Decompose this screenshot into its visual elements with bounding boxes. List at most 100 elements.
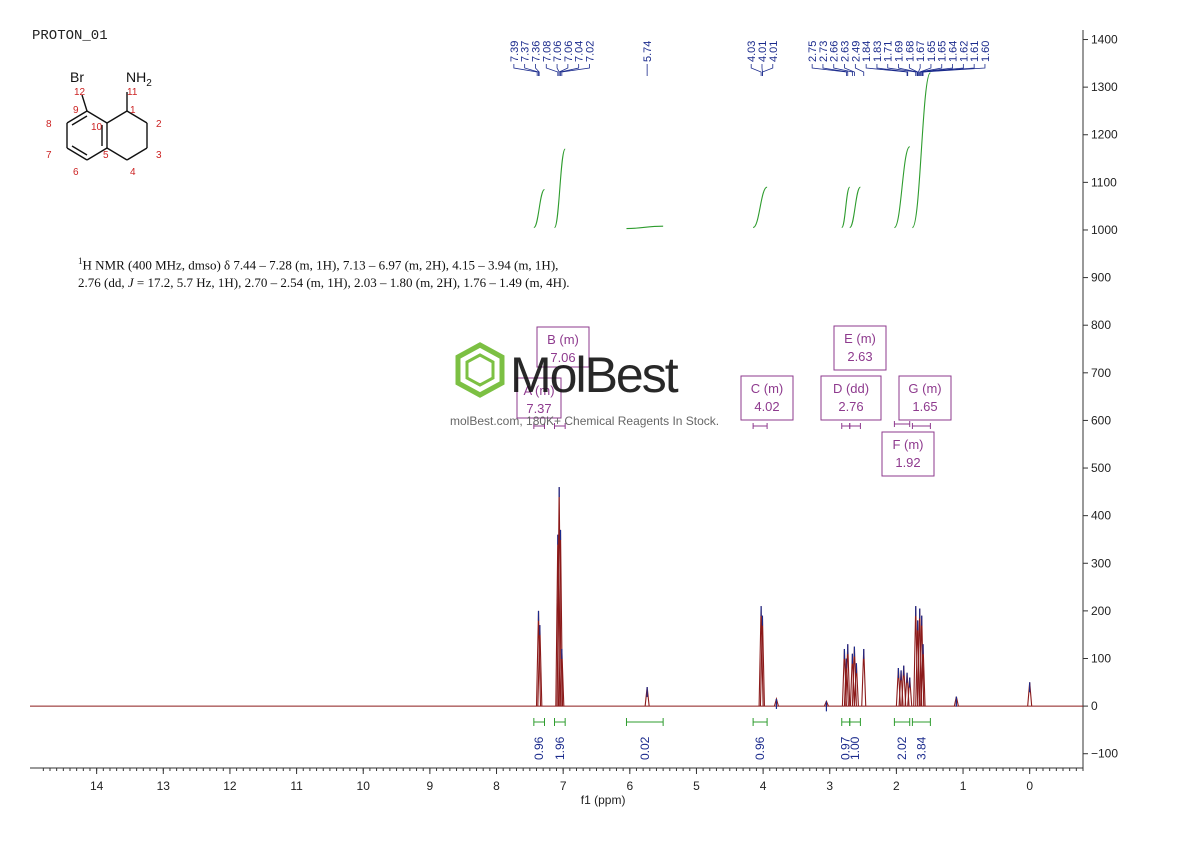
atom-number: 11 [127, 87, 138, 98]
multiplet-label: E (m) [844, 331, 876, 346]
x-tick-label: 8 [493, 779, 500, 793]
peak-label: 7.04 [574, 41, 586, 62]
integral-curve [849, 186, 861, 229]
spectrum-peak [557, 529, 564, 707]
multiplet-label: D (dd) [833, 381, 869, 396]
peak-label-leader [560, 64, 580, 76]
x-tick-label: 9 [427, 779, 434, 793]
multiplet-box [881, 431, 935, 477]
peak-label: 2.73 [818, 41, 830, 62]
spectrum-peak [907, 677, 913, 707]
y-tick-label: 1200 [1091, 128, 1118, 142]
x-tick-label: 6 [626, 779, 633, 793]
watermark-brand: MolBest [510, 347, 679, 403]
integral-value: 0.96 [753, 736, 767, 760]
atom-number: 6 [73, 167, 79, 178]
peak-label: 7.37 [520, 41, 532, 62]
x-tick-label: 13 [157, 779, 171, 793]
spectrum-peak [920, 644, 926, 707]
integral-curve [893, 146, 911, 229]
spectrum-peak [901, 665, 907, 707]
integral-curve [553, 148, 566, 229]
y-tick-label: 1300 [1091, 80, 1118, 94]
nmr-description-line2: 2.76 (dd, J = 17.2, 5.7 Hz, 1H), 2.70 – … [78, 274, 718, 292]
atom-number: 5 [103, 150, 109, 161]
peak-label: 2.49 [850, 41, 862, 62]
multiplet-label: G (m) [908, 381, 941, 396]
peak-label-leader [833, 64, 853, 76]
peak-label-leader [919, 64, 953, 76]
integral-value: 1.00 [848, 736, 862, 760]
spectrum-peak [773, 696, 779, 707]
watermark: MolBest molBest.com, 180K+ Chemical Reag… [450, 340, 750, 440]
atom-number: 3 [156, 150, 162, 161]
y-tick-label: 1100 [1091, 175, 1117, 189]
x-tick-label: 1 [960, 779, 967, 793]
peak-label: 1.71 [883, 41, 895, 62]
multiplet-label: F (m) [892, 437, 923, 452]
peak-label: 1.84 [861, 41, 873, 62]
peak-label-leader [524, 64, 539, 76]
peak-label: 1.83 [872, 41, 884, 62]
integral-curve [752, 186, 768, 229]
nmr-superscript: 1 [78, 256, 83, 266]
peak-label-leader [854, 64, 865, 76]
peak-label-leader [762, 64, 774, 76]
peak-label: 1.65 [926, 41, 938, 62]
peak-label: 7.02 [584, 41, 596, 62]
nmr-line2-pre: 2.76 (dd, [78, 275, 128, 291]
peak-label: 7.06 [563, 41, 575, 62]
multiplet-shift: 7.37 [526, 401, 551, 416]
peak-label: 4.03 [746, 41, 758, 62]
x-tick-label: 11 [290, 779, 303, 793]
atom-number: 2 [156, 119, 162, 130]
spectrum-title: PROTON_01 [32, 28, 108, 44]
watermark-logo-icon [455, 342, 505, 398]
atom-number: 1 [130, 105, 136, 116]
coupling-constant-symbol: J [127, 275, 134, 291]
multiplet-box [898, 375, 952, 421]
peak-label-leader [898, 64, 918, 76]
nmr-line1: H NMR (400 MHz, dmso) δ 7.44 – 7.28 (m, … [82, 257, 559, 273]
y-tick-label: 800 [1091, 318, 1111, 332]
x-tick-label: 4 [760, 779, 767, 793]
peak-label: 1.62 [958, 41, 970, 62]
x-tick-label: 3 [826, 779, 833, 793]
multiplet-box [536, 326, 590, 368]
peak-label: 1.60 [980, 41, 992, 62]
peak-label: 4.01 [757, 41, 769, 62]
integral-curve [626, 225, 664, 230]
x-tick-label: 5 [693, 779, 700, 793]
peak-label-leader [919, 64, 943, 76]
y-tick-label: 900 [1091, 271, 1111, 285]
integral-value: 0.97 [839, 736, 853, 760]
peak-label-leader [535, 64, 540, 76]
peak-label: 7.08 [541, 41, 553, 62]
peak-label: 7.06 [552, 41, 564, 62]
spectrum-peak [758, 606, 764, 707]
peak-label-leader [917, 64, 921, 76]
peak-label-leader [561, 64, 590, 76]
amine-subscript: 2 [146, 78, 152, 89]
x-tick-label: 2 [893, 779, 900, 793]
peak-label-leader [822, 64, 849, 76]
y-tick-label: 100 [1091, 651, 1111, 665]
peak-label: 7.36 [530, 41, 542, 62]
atom-number: 9 [73, 105, 79, 116]
peak-label-leader [887, 64, 917, 76]
integral-value: 0.02 [638, 736, 652, 760]
integral-curve [841, 186, 851, 229]
y-tick-label: 1000 [1091, 223, 1118, 237]
multiplet-box [516, 377, 562, 419]
multiplet-shift: 7.06 [550, 350, 575, 365]
y-tick-label: 700 [1091, 366, 1111, 380]
y-tick-label: 500 [1091, 461, 1111, 475]
x-axis-label: f1 (ppm) [581, 793, 626, 807]
atom-number: 8 [46, 119, 52, 130]
multiplet-box [740, 375, 794, 421]
x-tick-label: 10 [357, 779, 371, 793]
peak-label: 1.69 [894, 41, 906, 62]
peak-label: 7.39 [509, 41, 521, 62]
